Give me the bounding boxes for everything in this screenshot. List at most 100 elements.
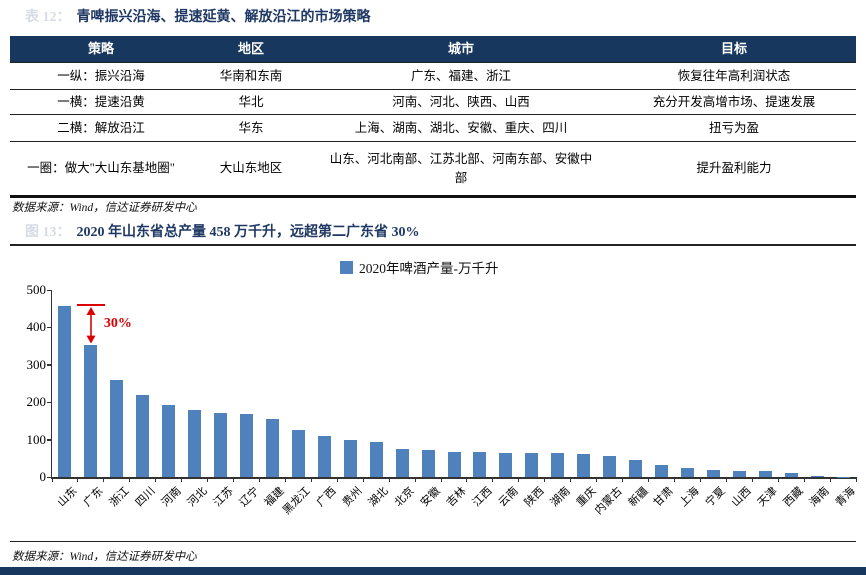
bar [680,467,694,477]
x-axis-tick [673,477,675,482]
table-section-title: 表 12： 青啤振兴沿海、提速延黄、解放沿江的市场策略 [25,6,371,26]
annotation-reference-line [76,303,105,306]
header-city: 城市 [447,40,474,56]
bar [84,345,98,477]
x-axis-tick [103,477,105,482]
chart-section-title: 图 13： 2020 年山东省总产量 458 万千升，远超第二广东省 30% [25,221,420,241]
x-axis-tick [725,477,727,482]
table-title-text: 青啤振兴沿海、提速延黄、解放沿江的市场策略 [76,10,371,25]
x-axis-tick [207,477,209,482]
cell-city: 广东、福建、浙江 [410,68,511,83]
y-axis-tick-label: 300 [26,356,47,372]
bar [343,440,357,477]
x-axis-tick [518,477,520,482]
bar [447,451,461,477]
chart-figure-number: 图 13： [25,225,71,240]
x-axis-tick [362,477,364,482]
legend-color-swatch [340,261,353,274]
chart-title-text: 2020 年山东省总产量 458 万千升，远超第二广东省 30% [76,225,420,240]
cell-region: 华南和东南 [219,68,283,83]
bar [603,456,617,477]
x-axis-tick [570,477,572,482]
cell-strategy: 二横：解放沿江 [57,120,145,135]
bar [291,429,305,477]
x-axis-tick [129,477,131,482]
y-axis-tick-label: 100 [26,431,47,447]
legend-label: 2020年啤酒产量-万千升 [359,261,499,276]
bar [369,442,383,477]
bar [317,435,331,477]
bar [240,414,254,477]
bar [265,419,279,477]
x-axis-tick [699,477,701,482]
bar [629,460,643,477]
bar [110,379,124,477]
x-axis-tick [284,477,286,482]
x-axis-tick [492,477,494,482]
bar [395,448,409,477]
cell-target: 扭亏为盈 [708,120,759,135]
bar [136,395,150,477]
y-axis-tick [47,326,52,329]
cell-region: 华北 [238,94,264,109]
table-figure-number: 表 12： [25,10,71,25]
x-axis-tick [51,477,53,482]
bar [810,475,824,477]
x-axis-tick [181,477,183,482]
annotation-text: 30% [103,315,132,331]
bar [551,453,565,477]
y-axis-tick-label: 200 [26,394,47,410]
x-axis-tick [596,477,598,482]
x-axis-tick [388,477,390,482]
bar [654,465,668,477]
x-axis-line [50,477,856,479]
bar [421,450,435,477]
y-axis-tick-label: 0 [39,469,47,484]
header-strategy: 策略 [87,40,114,56]
cell-strategy: 一横：提速沿黄 [57,94,145,109]
x-axis-tick [77,477,79,482]
cell-city: 上海、湖南、湖北、安徽、重庆、四川 [354,120,568,135]
x-axis-tick [751,477,753,482]
cell-city: 山东、河北南部、江苏北部、河南东部、安徽中部 [329,152,593,185]
bar [473,452,487,477]
table-row: 一纵：振兴沿海 华南和东南 广东、福建、浙江 恢复往年高利润状态 [10,62,856,89]
cell-region: 华东 [238,120,264,135]
bar [188,410,202,477]
y-axis-line [50,290,52,479]
bar [214,412,228,477]
y-axis-tick-label: 400 [26,319,47,335]
chart-legend: 2020年啤酒产量-万千升 [340,257,499,277]
bar [706,469,720,477]
bar [58,305,72,477]
bar [577,453,591,477]
cell-target: 恢复往年高利润状态 [677,68,791,83]
header-target: 目标 [720,40,747,56]
table-source: 数据来源：Wind，信达证券研发中心 [12,202,197,214]
x-axis-tick [829,477,831,482]
x-axis-tick [233,477,235,482]
table-row: 一圈：做大"大山东基地圈" 大山东地区 山东、河北南部、江苏北部、河南东部、安徽… [10,141,856,195]
cell-target: 提升盈利能力 [696,161,772,176]
y-axis-tick [47,476,52,478]
y-axis-tick-label: 500 [26,282,47,297]
x-axis-tick [803,477,805,482]
strategy-table: 策略 地区 城市 目标 一纵：振兴沿海 华南和东南 广东、福建、浙江 恢复往年高… [10,36,856,198]
x-axis-tick [310,477,312,482]
y-axis-tick [47,289,52,291]
y-axis-tick [47,364,52,366]
bar [784,472,798,477]
cell-region: 大山东地区 [219,161,283,176]
x-axis-tick [336,477,338,482]
x-axis-tick [414,477,416,482]
x-axis-tick [155,477,157,482]
cell-city: 河南、河北、陕西、山西 [392,94,530,109]
chart-source: 数据来源：Wind，信达证券研发中心 [12,551,197,563]
page-footer-bar [0,567,866,575]
table-header-row: 策略 地区 城市 目标 [10,36,856,62]
bar [758,471,772,477]
y-axis-tick [47,401,52,404]
x-axis-tick [440,477,442,482]
x-axis-tick [855,477,857,482]
